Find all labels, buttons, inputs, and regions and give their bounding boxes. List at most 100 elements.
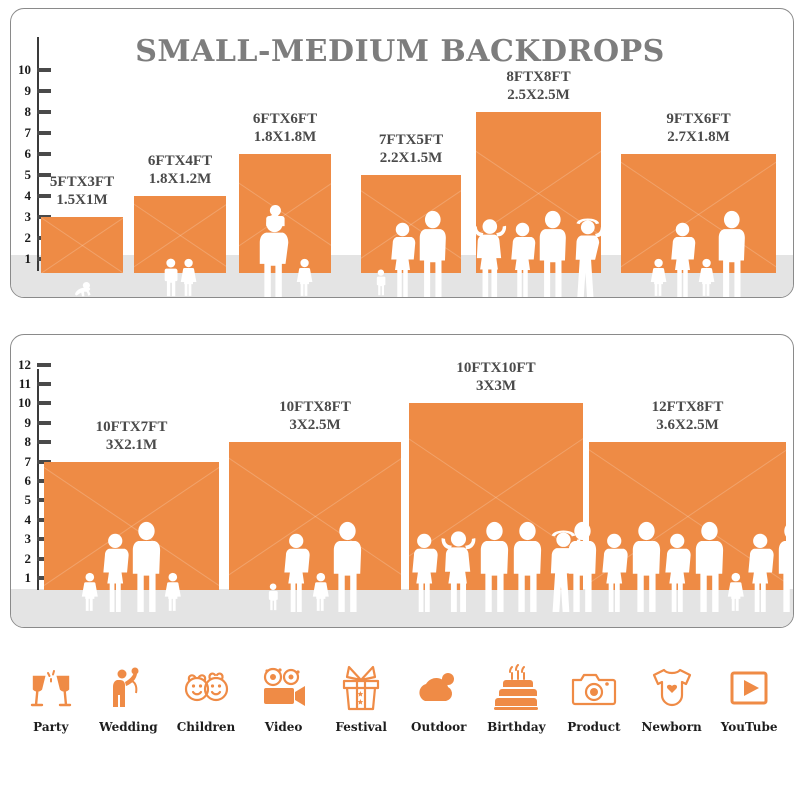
- y-tick-label: 8: [24, 104, 32, 119]
- photo-camera-icon: [570, 660, 618, 716]
- icon-cell-festival[interactable]: Festival: [322, 660, 400, 734]
- figure-child-girl: [698, 258, 715, 297]
- bar-label-5ftx3ft: 5FTX3FT 1.5X1M: [11, 173, 153, 209]
- people-silhouettes: [229, 521, 401, 612]
- large-chart-panel: 12 11 10 9 8 7 6 5 4 3 2 1 10FTX7FT 3X2.1M 10FTX8FT 3…: [10, 334, 794, 628]
- bar-label-m: 2.7X1.8M: [667, 129, 730, 145]
- people-silhouettes: [568, 521, 793, 612]
- figure-man: [631, 521, 662, 612]
- y-tick-5: 5: [11, 168, 51, 182]
- bar-label-ft: 10FTX8FT: [279, 399, 351, 416]
- bar-label-6ftx4ft: 6FTX4FT 1.8X1.2M: [104, 152, 256, 188]
- y-tick-mark: [37, 152, 51, 156]
- figure-woman: [600, 533, 628, 612]
- y-tick-mark: [37, 89, 51, 93]
- figure-man: [567, 521, 598, 612]
- people-silhouettes: [361, 210, 461, 297]
- figure-woman: [101, 533, 129, 612]
- icon-cell-newborn[interactable]: Newborn: [633, 660, 711, 734]
- y-tick-label: 9: [24, 414, 32, 430]
- figure-man: [418, 210, 448, 297]
- figure-woman-arms: [440, 528, 477, 612]
- icon-caption: Children: [176, 720, 236, 734]
- y-tick-7: 7: [11, 126, 51, 140]
- icon-caption: Festival: [335, 720, 387, 734]
- figure-woman: [509, 222, 536, 297]
- y-tick-8: 8: [11, 435, 51, 449]
- icon-caption: Newborn: [641, 720, 702, 734]
- bar-label-ft: 10FTX10FT: [456, 360, 536, 377]
- y-tick-label: 7: [24, 125, 32, 140]
- cloud-sun-icon: [415, 660, 463, 716]
- y-tick-label: 10: [18, 62, 31, 77]
- figure-man: [777, 521, 793, 612]
- bar-5ftx3ft: [41, 217, 123, 273]
- y-tick-mark: [37, 401, 51, 406]
- icon-cell-outdoor[interactable]: Outdoor: [400, 660, 478, 734]
- y-tick-mark: [37, 68, 51, 72]
- y-tick-label: 9: [24, 83, 32, 98]
- y-tick-label: 3: [24, 531, 32, 547]
- icon-cell-product[interactable]: Product: [555, 660, 633, 734]
- y-tick-label: 1: [24, 570, 32, 585]
- y-tick-label: 5: [24, 167, 32, 182]
- bar-label-m: 3X2.1M: [105, 436, 158, 453]
- bar-label-ft: 8FTX8FT: [506, 69, 571, 85]
- figure-man: [131, 521, 162, 612]
- y-tick-label: 3: [24, 209, 32, 224]
- bar-label-10ftx7ft: 10FTX7FT 3X2.1M: [14, 418, 249, 454]
- y-tick-9: 9: [11, 414, 51, 430]
- icon-caption: Outdoor: [411, 720, 467, 734]
- figure-man: [717, 210, 747, 297]
- icon-caption: Birthday: [487, 720, 546, 734]
- y-tick-10: 10: [11, 63, 51, 77]
- figure-woman: [663, 533, 692, 612]
- people-silhouettes: [239, 205, 331, 297]
- icon-caption: Wedding: [99, 720, 158, 734]
- y-tick-mark: [37, 131, 51, 135]
- figure-toddler: [375, 269, 387, 297]
- people-silhouettes: [44, 521, 219, 612]
- y-tick-11: 11: [11, 377, 51, 391]
- bar-label-10ftx10ft: 10FTX10FT 3X3M: [379, 359, 613, 395]
- icon-cell-wedding[interactable]: Wedding: [90, 660, 168, 734]
- play-button-icon: [728, 660, 770, 716]
- figure-woman: [410, 533, 438, 612]
- bar-label-ft: 5FTX3FT: [49, 174, 115, 190]
- bar-label-ft: 7FTX5FT: [378, 132, 444, 148]
- figure-man: [512, 521, 543, 612]
- icon-cell-birthday[interactable]: Birthday: [478, 660, 556, 734]
- bar-label-8ftx8ft: 8FTX8FT 2.5X2.5M: [446, 68, 631, 104]
- people-silhouettes: [134, 258, 226, 297]
- bar-label-ft: 9FTX6FT: [666, 111, 731, 127]
- bar-label-m: 3X3M: [476, 378, 516, 395]
- figure-baby: [70, 281, 94, 297]
- bar-9ftx6ft: [621, 154, 776, 273]
- icon-cell-children[interactable]: Children: [167, 660, 245, 734]
- icon-caption: Video: [264, 720, 303, 734]
- icon-cell-youtube[interactable]: YouTube: [710, 660, 788, 734]
- figure-woman: [389, 222, 416, 297]
- icon-cell-party[interactable]: Party: [12, 660, 90, 734]
- bar-label-12ftx8ft: 12FTX8FT 3.6X2.5M: [559, 398, 793, 434]
- y-tick-label: 2: [24, 550, 32, 566]
- two-kids-faces-icon: [181, 660, 231, 716]
- y-tick-label: 10: [18, 395, 31, 411]
- movie-camera-icon: [260, 660, 308, 716]
- small-medium-chart-panel: 10 9 8 7 6 5 4 3 2 1 5FTX3FT 1.5X1M 6FTX4FT 1.8X1.2…: [10, 8, 794, 298]
- birthday-cake-icon: [493, 660, 539, 716]
- bar-label-m: 2.2X1.5M: [379, 150, 443, 166]
- people-silhouettes: [409, 521, 583, 612]
- y-tick-label: 6: [24, 473, 32, 488]
- y-tick-mark: [37, 194, 51, 198]
- figure-woman: [282, 533, 310, 612]
- gift-box-icon: [337, 660, 385, 716]
- figure-man: [332, 521, 363, 612]
- figure-child-girl: [296, 258, 313, 297]
- bar-label-m: 2.5X2.5M: [507, 87, 570, 103]
- bar-label-ft: 10FTX7FT: [95, 418, 168, 435]
- figure-woman-arms: [472, 216, 508, 297]
- y-tick-label: 4: [24, 188, 32, 203]
- icon-cell-video[interactable]: Video: [245, 660, 323, 734]
